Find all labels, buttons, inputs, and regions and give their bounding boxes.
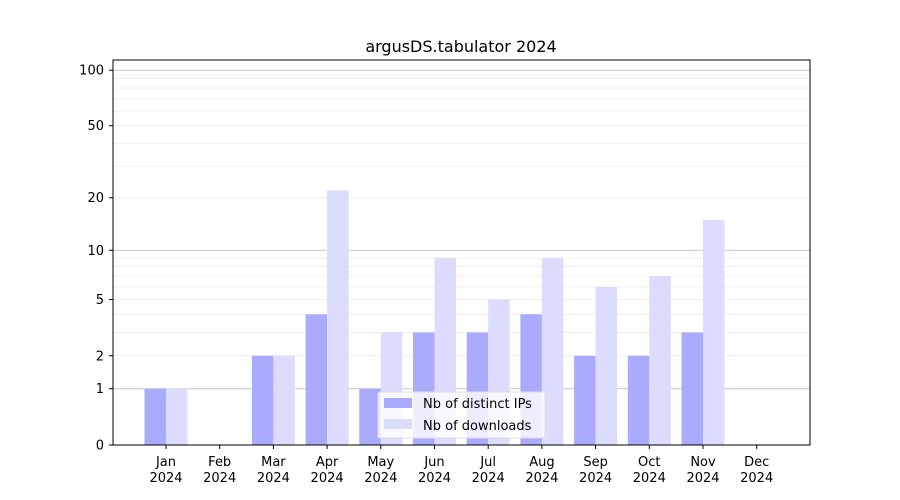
chart-title: argusDS.tabulator 2024: [365, 37, 556, 56]
bar-distinct-ips: [359, 388, 381, 445]
x-tick-label: Jan 2024: [149, 455, 182, 486]
legend-label-distinct-ips: Nb of distinct IPs: [423, 397, 532, 412]
y-tick-label: 10: [87, 244, 104, 259]
x-tick-label: Sep 2024: [579, 455, 612, 486]
x-tick-label: Feb 2024: [203, 455, 236, 486]
x-tick-label: Dec 2024: [740, 455, 773, 486]
bar-downloads: [273, 355, 295, 445]
bar-downloads: [595, 286, 618, 445]
y-tick-label: 1: [96, 382, 104, 397]
legend-swatch-downloads: [384, 419, 412, 429]
y-tick-label: 0: [96, 439, 104, 454]
bar-distinct-ips: [251, 355, 274, 445]
x-tick-label: Aug 2024: [525, 455, 558, 486]
bar-distinct-ips: [681, 332, 703, 445]
y-axis: 0 1 2 5 10 20 50 100: [79, 64, 113, 454]
x-tick-label: Jun 2024: [418, 455, 451, 486]
bar-distinct-ips: [305, 314, 328, 445]
x-axis: Jan 2024 Feb 2024 Mar 2024 Apr 2024 May 2024 Jun 20…: [149, 445, 773, 486]
x-tick-label: Apr 2024: [311, 455, 344, 486]
x-tick-label: Mar 2024: [257, 455, 290, 486]
bar-distinct-ips: [574, 355, 596, 445]
y-tick-label: 5: [96, 293, 104, 308]
plot-frame: [112, 59, 811, 446]
y-tick-label: 2: [96, 349, 104, 364]
x-tick-label: Oct 2024: [633, 455, 666, 486]
y-tick-label: 100: [79, 64, 104, 79]
bar-downloads: [649, 276, 671, 445]
x-tick-label: May 2024: [364, 455, 397, 486]
bar-distinct-ips: [144, 388, 166, 445]
legend: Nb of distinct IPs Nb of downloads: [377, 391, 546, 439]
bar-downloads: [327, 190, 349, 445]
bar-downloads: [541, 258, 564, 445]
bar-distinct-ips: [627, 355, 650, 445]
legend-box: [377, 391, 546, 439]
legend-label-downloads: Nb of downloads: [423, 419, 532, 434]
x-tick-label: Jul 2024: [472, 455, 505, 486]
y-tick-label: 50: [87, 119, 104, 134]
grid-lines: [113, 69, 810, 390]
legend-swatch-distinct-ips: [384, 398, 412, 408]
y-tick-label: 20: [87, 191, 104, 206]
bar-downloads: [166, 388, 188, 445]
bar-downloads: [703, 219, 725, 445]
x-tick-label: Nov 2024: [686, 455, 719, 486]
